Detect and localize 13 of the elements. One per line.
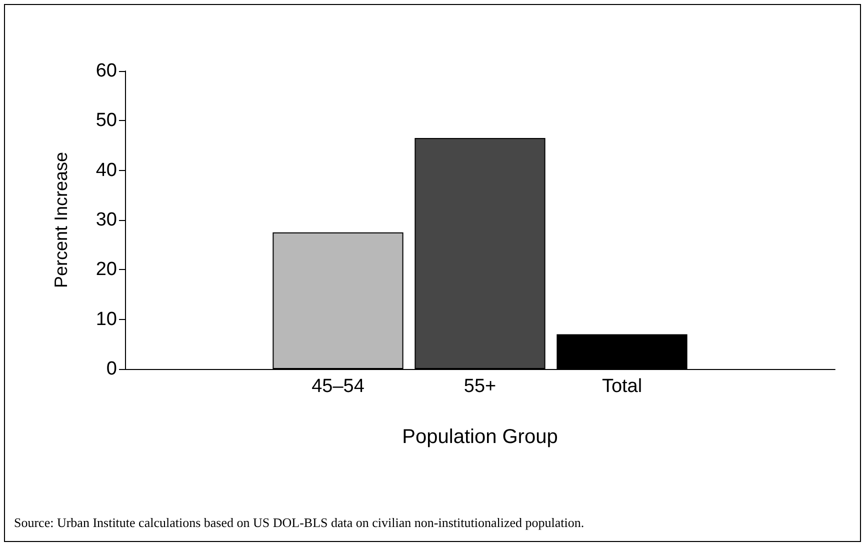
y-tick-label: 30 <box>96 210 117 230</box>
y-tick-label: 60 <box>96 60 117 82</box>
source-note: Source: Urban Institute calculations based on US DOL-BLS data on civilian non-institutionalized population. <box>14 515 584 531</box>
y-tick-label: 0 <box>106 358 117 380</box>
x-tick-label: Total <box>602 376 642 397</box>
x-axis-title: Population Group <box>402 426 558 448</box>
y-axis-title: Percent Increase <box>51 152 71 288</box>
y-tick-label: 50 <box>96 110 117 132</box>
x-tick-label: 45–54 <box>312 376 365 397</box>
y-tick-label: 40 <box>96 160 117 181</box>
x-tick-label: 55+ <box>464 376 496 397</box>
y-tick-label: 10 <box>96 308 117 330</box>
y-tick-label: 20 <box>96 259 117 280</box>
